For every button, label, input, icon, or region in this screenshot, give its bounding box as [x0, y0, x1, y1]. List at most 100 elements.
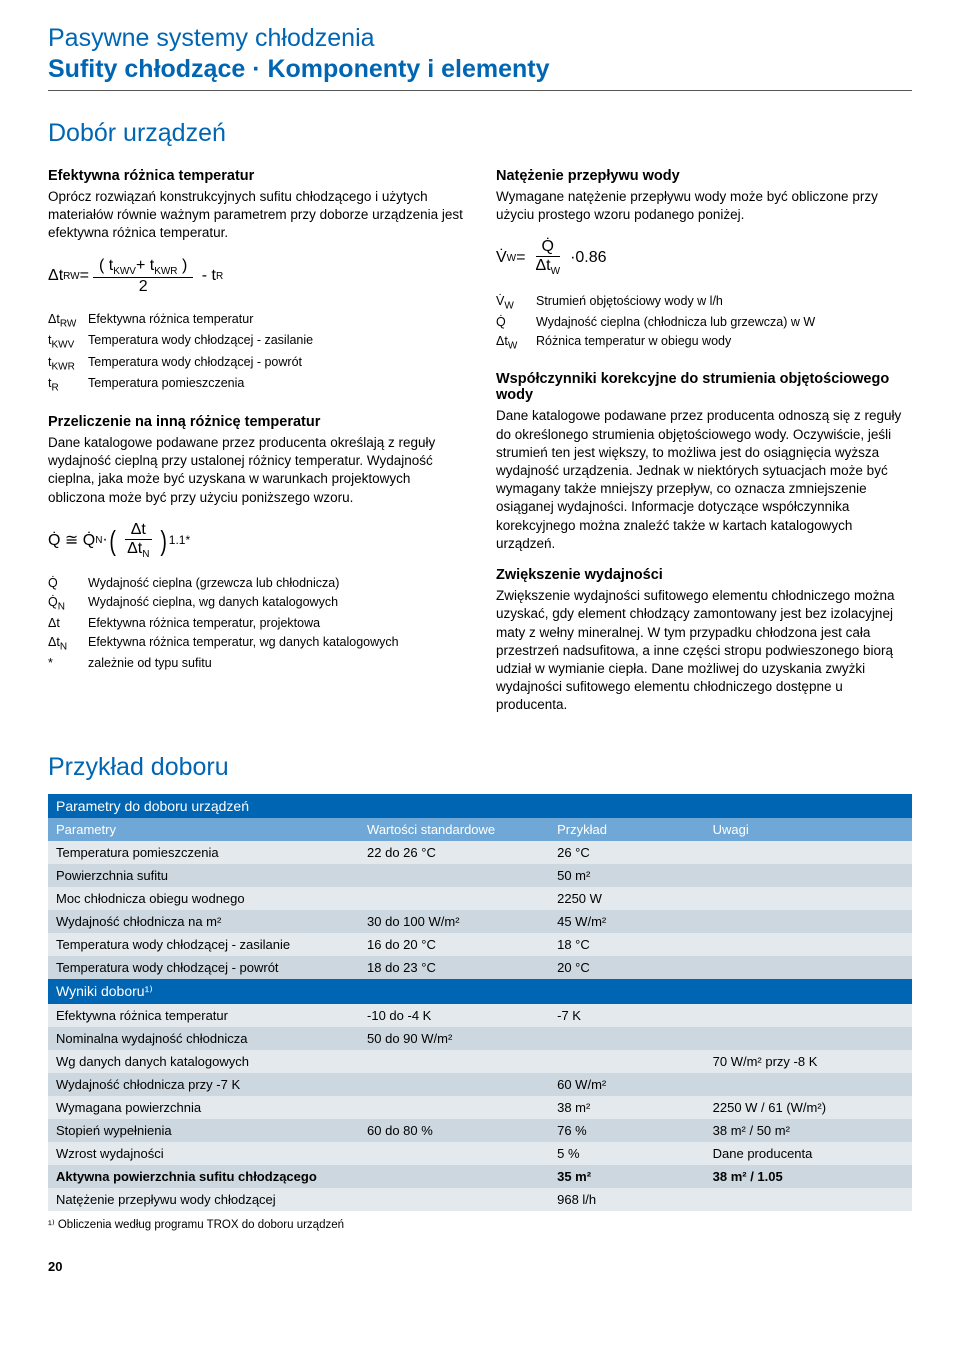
table-cell — [549, 1050, 705, 1073]
table-cell — [549, 1027, 705, 1050]
selection-table: Parametry do doboru urządzeń Parametry W… — [48, 794, 912, 1211]
paragraph: Dane katalogowe podawane przez producent… — [48, 434, 464, 507]
table-cell — [359, 1050, 549, 1073]
right-column: Natężenie przepływu wody Wymagane natęże… — [496, 168, 912, 729]
paragraph: Wymagane natężenie przepływu wody może b… — [496, 188, 912, 224]
table-cell: 70 W/m² przy -8 K — [705, 1050, 912, 1073]
table-cell — [705, 864, 912, 887]
table-row: Moc chłodnicza obiegu wodnego 2250 W — [48, 887, 912, 910]
table-cell: 60 W/m² — [549, 1073, 705, 1096]
table-cell: 968 l/h — [549, 1188, 705, 1211]
subhead: Natężenie przepływu wody — [496, 168, 912, 184]
table-cell — [359, 1096, 549, 1119]
table-row: Temperatura pomieszczenia22 do 26 °C26 °… — [48, 841, 912, 864]
formula-Q: Q̇ ≅ Q̇N· ( Δt ΔtN ) 1.1* — [48, 521, 464, 560]
table-cell — [359, 864, 549, 887]
table-cell: 2250 W — [549, 887, 705, 910]
legend: V̇WStrumień objętościowy wody w l/h Q̇Wy… — [496, 292, 912, 354]
footnote: ¹⁾ Obliczenia według programu TROX do do… — [48, 1217, 912, 1231]
subhead: Zwiększenie wydajności — [496, 567, 912, 583]
table-cell: Wzrost wydajności — [48, 1142, 359, 1165]
subhead: Współczynniki korekcyjne do strumienia o… — [496, 371, 912, 403]
table-cell: 45 W/m² — [549, 910, 705, 933]
table-cell: Moc chłodnicza obiegu wodnego — [48, 887, 359, 910]
table-cell — [705, 841, 912, 864]
table-row: Natężenie przepływu wody chłodzącej 968 l… — [48, 1188, 912, 1211]
table-row: Temperatura wody chłodzącej - zasilanie1… — [48, 933, 912, 956]
table-cell: 50 do 90 W/m² — [359, 1027, 549, 1050]
table-cell — [705, 1073, 912, 1096]
legend: Q̇Wydajność cieplna (grzewcza lub chłodn… — [48, 574, 464, 673]
table-cell: 50 m² — [549, 864, 705, 887]
table-cell: 18 °C — [549, 933, 705, 956]
section-title: Dobór urządzeń — [48, 119, 912, 148]
table-cell — [705, 887, 912, 910]
col-header: Wartości standardowe — [359, 818, 549, 841]
table-row: Wg danych danych katalogowych 70 W/m² prz… — [48, 1050, 912, 1073]
table-cell: 22 do 26 °C — [359, 841, 549, 864]
table-row: Wydajność chłodnicza przy -7 K 60 W/m² — [48, 1073, 912, 1096]
table-row: Wydajność chłodnicza na m²30 do 100 W/m²… — [48, 910, 912, 933]
left-column: Efektywna różnica temperatur Oprócz rozw… — [48, 168, 464, 729]
table-cell — [359, 1165, 549, 1188]
table-cell: 16 do 20 °C — [359, 933, 549, 956]
table-cell — [705, 1004, 912, 1027]
table-row: Efektywna różnica temperatur-10 do -4 K-… — [48, 1004, 912, 1027]
table-cell — [705, 1188, 912, 1211]
table-cell — [705, 910, 912, 933]
table-cell: Wydajność chłodnicza przy -7 K — [48, 1073, 359, 1096]
table-cell: -10 do -4 K — [359, 1004, 549, 1027]
table-cell: 60 do 80 % — [359, 1119, 549, 1142]
formula-Vw: V̇W = Q̇ ΔtW ·0.86 — [496, 238, 912, 277]
formula-dtRW: ΔtRW= ( tKWV+ tKWR ) 2 - tR — [48, 257, 464, 296]
table-cell: Wymagana powierzchnia — [48, 1096, 359, 1119]
table-cell: Temperatura wody chłodzącej - zasilanie — [48, 933, 359, 956]
paragraph: Dane katalogowe podawane przez producent… — [496, 407, 912, 553]
col-header: Uwagi — [705, 818, 912, 841]
table-header-main: Parametry do doboru urządzeń — [48, 794, 912, 818]
col-header: Parametry — [48, 818, 359, 841]
table-cell: Powierzchnia sufitu — [48, 864, 359, 887]
subhead: Przeliczenie na inną różnicę temperatur — [48, 414, 464, 430]
table-cell: 38 m² / 50 m² — [705, 1119, 912, 1142]
table-cell: Dane producenta — [705, 1142, 912, 1165]
table-cell: Aktywna powierzchnia sufitu chłodzącego — [48, 1165, 359, 1188]
table-row: Powierzchnia sufitu 50 m² — [48, 864, 912, 887]
table-cell: 76 % — [549, 1119, 705, 1142]
page-title: Pasywne systemy chłodzenia — [48, 24, 912, 53]
table-cell: Nominalna wydajność chłodnicza — [48, 1027, 359, 1050]
table-row: Wymagana powierzchnia 38 m²2250 W / 61 (W… — [48, 1096, 912, 1119]
table-cell: Wydajność chłodnicza na m² — [48, 910, 359, 933]
table-cell — [705, 1027, 912, 1050]
table-cell: 5 % — [549, 1142, 705, 1165]
table-cell: Temperatura wody chłodzącej - powrót — [48, 956, 359, 979]
table-cell: Wg danych danych katalogowych — [48, 1050, 359, 1073]
table-cell: Efektywna różnica temperatur — [48, 1004, 359, 1027]
table-row: Nominalna wydajność chłodnicza50 do 90 W… — [48, 1027, 912, 1050]
table-cell — [359, 887, 549, 910]
col-header: Przykład — [549, 818, 705, 841]
table-cell: 38 m² — [549, 1096, 705, 1119]
table-cell: Stopień wypełnienia — [48, 1119, 359, 1142]
divider — [48, 90, 912, 91]
table-row: Temperatura wody chłodzącej - powrót18 d… — [48, 956, 912, 979]
page-subtitle: Sufity chłodzące · Komponenty i elementy — [48, 55, 912, 84]
table-header-mid: Wyniki doboru¹⁾ — [48, 979, 912, 1004]
table-cell — [359, 1188, 549, 1211]
table-cell: 20 °C — [549, 956, 705, 979]
table-cell: 26 °C — [549, 841, 705, 864]
table-cell — [359, 1142, 549, 1165]
table-cell: Natężenie przepływu wody chłodzącej — [48, 1188, 359, 1211]
table-cell — [705, 933, 912, 956]
table-cell: 2250 W / 61 (W/m²) — [705, 1096, 912, 1119]
table-cell: -7 K — [549, 1004, 705, 1027]
table-cell — [359, 1073, 549, 1096]
table-cell: 18 do 23 °C — [359, 956, 549, 979]
table-row: Aktywna powierzchnia sufitu chłodzącego 3… — [48, 1165, 912, 1188]
paragraph: Zwiększenie wydajności sufitowego elemen… — [496, 587, 912, 715]
table-cell: 35 m² — [549, 1165, 705, 1188]
table-cell: 30 do 100 W/m² — [359, 910, 549, 933]
paragraph: Oprócz rozwiązań konstrukcyjnych sufitu … — [48, 188, 464, 243]
page-number: 20 — [48, 1259, 912, 1274]
legend: ΔtRWEfektywna różnica temperatur tKWVTem… — [48, 310, 464, 396]
